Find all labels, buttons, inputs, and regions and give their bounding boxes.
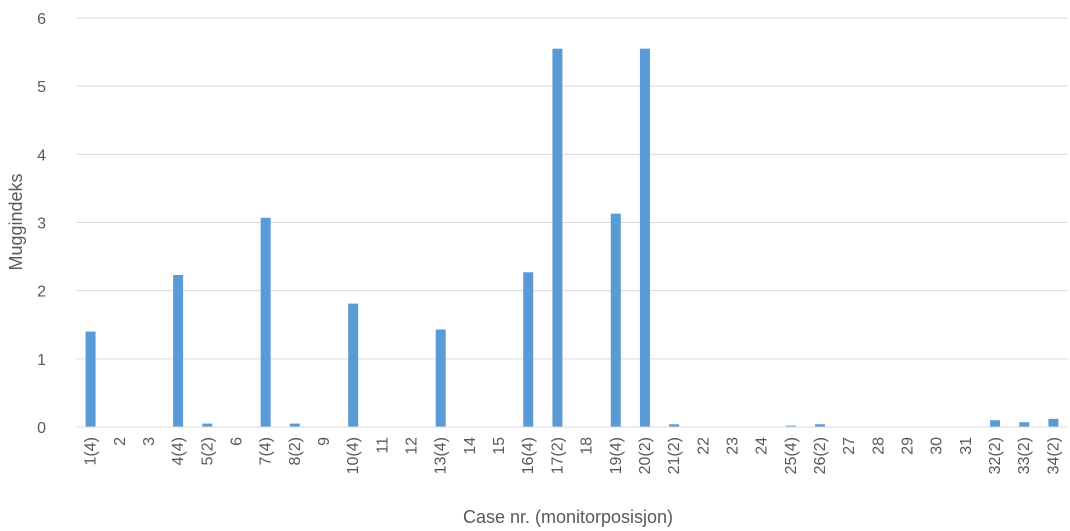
bar — [202, 423, 213, 427]
gridlines — [76, 17, 1068, 360]
x-tick-label: 31 — [958, 437, 975, 455]
x-tick-label: 11 — [374, 437, 391, 454]
y-tick-label: 5 — [37, 79, 46, 96]
y-tick-label: 6 — [37, 11, 46, 28]
bar — [552, 48, 563, 428]
bar — [85, 331, 96, 427]
bar — [289, 423, 300, 427]
x-tick-label: 13(4) — [433, 437, 450, 474]
bar — [990, 420, 1001, 427]
x-tick-label: 17(2) — [549, 437, 566, 474]
x-tick-label: 34(2) — [1045, 437, 1062, 474]
bar — [639, 48, 650, 428]
y-tick-label: 2 — [37, 284, 46, 301]
x-tick-label: 14 — [462, 437, 479, 455]
bar — [815, 424, 825, 427]
bar — [260, 217, 271, 427]
bar — [785, 425, 796, 427]
x-tick-label: 7(4) — [258, 437, 275, 465]
x-tick-label: 3 — [141, 437, 158, 446]
y-tick-label: 0 — [37, 420, 46, 437]
y-axis-title: Muggindeks — [6, 173, 26, 270]
x-tick-label: 26(2) — [812, 437, 829, 474]
x-tick-label: 33(2) — [1016, 437, 1033, 474]
bar — [173, 274, 184, 427]
x-axis-title: Case nr. (monitorposisjon) — [463, 507, 673, 527]
x-tick-label: 2 — [112, 437, 129, 446]
bar — [1019, 422, 1030, 427]
y-tick-label: 4 — [37, 147, 46, 164]
bar — [1048, 418, 1059, 427]
x-tick-label: 29 — [900, 437, 917, 455]
x-tick-label: 1(4) — [83, 437, 100, 465]
x-tick-label: 22 — [695, 437, 712, 455]
bars — [85, 48, 1059, 428]
x-tick-label: 6 — [228, 437, 245, 446]
y-tick-label: 3 — [37, 216, 46, 233]
x-tick-label: 25(4) — [783, 437, 800, 474]
x-tick-label: 23 — [724, 437, 741, 455]
x-tick-label: 24 — [754, 437, 771, 455]
x-tick-label: 9 — [316, 437, 333, 446]
x-tick-label: 27 — [841, 437, 858, 455]
bar — [435, 329, 446, 427]
y-tick-labels: 0 1 2 3 4 5 6 — [37, 11, 46, 437]
bar — [610, 213, 621, 427]
x-tick-label: 4(4) — [170, 437, 187, 465]
bar — [523, 272, 534, 427]
x-tick-label: 15 — [491, 437, 508, 455]
x-tick-label: 21(2) — [666, 437, 683, 474]
x-tick-label: 19(4) — [608, 437, 625, 474]
x-tick-label: 8(2) — [287, 437, 304, 465]
x-tick-label: 18 — [579, 437, 596, 455]
x-tick-label: 30 — [929, 437, 946, 455]
x-tick-label: 32(2) — [987, 437, 1004, 474]
x-tick-label: 28 — [870, 437, 887, 455]
x-tick-label: 12 — [404, 437, 421, 455]
x-tick-label: 5(2) — [199, 437, 216, 465]
x-tick-labels: 1(4) 2 3 4(4) 5(2) 6 7(4) 8(2) 9 10(4) 11 12 13(4) 14… — [83, 437, 1063, 474]
bar — [348, 303, 359, 427]
y-tick-label: 1 — [37, 352, 46, 369]
x-tick-label: 10(4) — [345, 437, 362, 474]
x-tick-label: 20(2) — [637, 437, 654, 474]
x-tick-label: 16(4) — [520, 437, 537, 474]
bar — [669, 424, 680, 427]
